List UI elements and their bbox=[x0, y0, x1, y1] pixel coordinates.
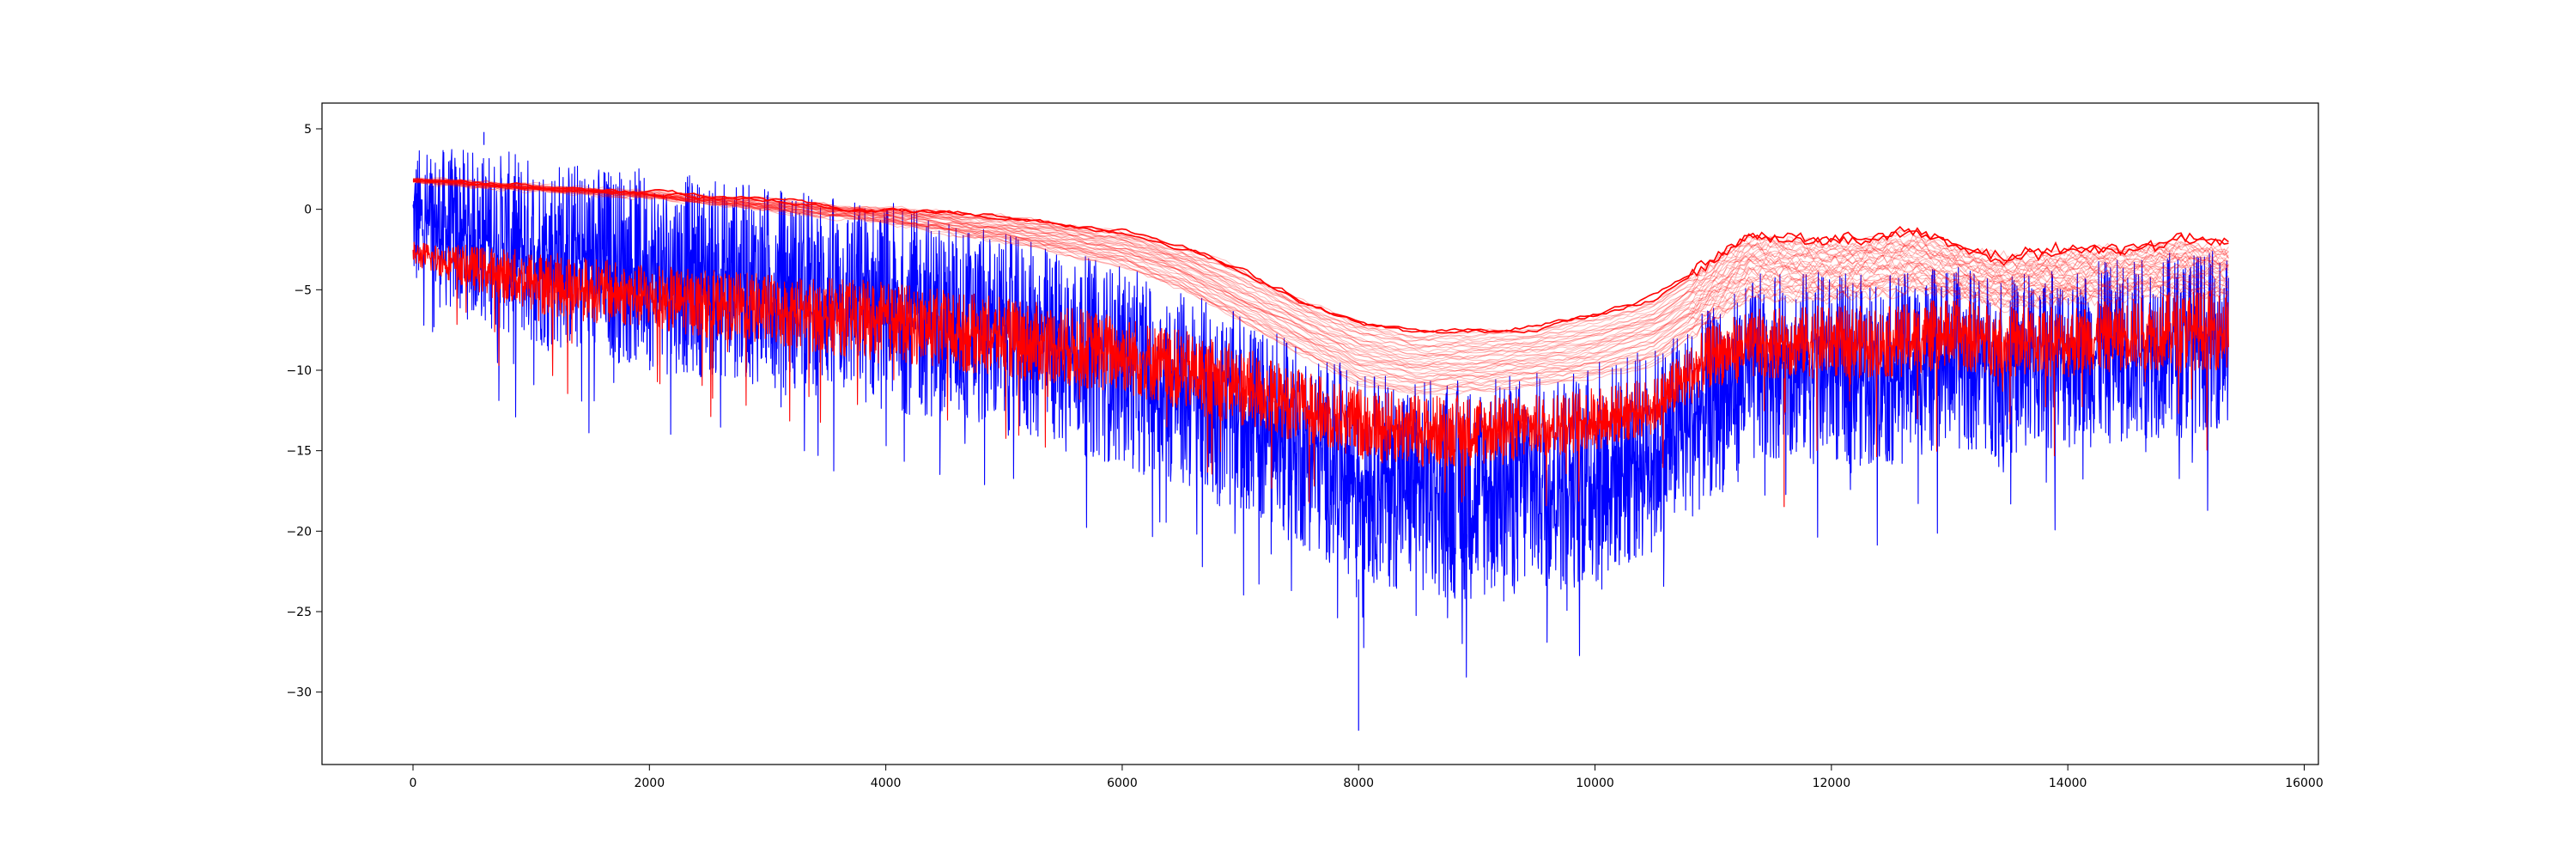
ensemble-member-line bbox=[412, 180, 2229, 356]
ensemble-member-line bbox=[412, 180, 2229, 338]
ensemble-member-line bbox=[412, 180, 2229, 349]
series-model-trace bbox=[412, 241, 2229, 507]
y-tick-label: 0 bbox=[304, 204, 312, 217]
ensemble-member-line bbox=[412, 178, 2229, 394]
ensemble-member-line bbox=[412, 177, 2229, 396]
ensemble-member-line bbox=[412, 179, 2229, 334]
series-model-ensemble bbox=[412, 176, 2229, 396]
x-tick-label: 2000 bbox=[634, 777, 665, 790]
ensemble-member-line bbox=[412, 178, 2229, 379]
ensemble-member-line bbox=[412, 180, 2229, 378]
ensemble-member-line bbox=[412, 179, 2229, 360]
y-tick-label: −15 bbox=[286, 445, 312, 459]
series-model bbox=[412, 241, 2229, 508]
ensemble-member-line bbox=[412, 176, 2229, 353]
ensemble-member-line bbox=[412, 180, 2229, 388]
x-tick-label: 0 bbox=[410, 777, 417, 790]
ensemble-member-line bbox=[412, 179, 2229, 390]
ensemble-member-line bbox=[412, 179, 2229, 358]
x-tick-label: 16000 bbox=[2285, 777, 2324, 790]
ensemble-member-line bbox=[412, 179, 2229, 344]
y-tick-label: −10 bbox=[286, 364, 312, 378]
x-axis: 0 2000 4000 6000 8000 10000 12000 14000 16000 bbox=[410, 765, 2324, 790]
ensemble-member-line bbox=[412, 179, 2229, 348]
x-tick-label: 12000 bbox=[1813, 777, 1851, 790]
y-tick-label: −5 bbox=[294, 283, 312, 297]
ensemble-member-line bbox=[412, 180, 2229, 367]
ensemble-member-line bbox=[412, 179, 2229, 384]
ensemble-member-line bbox=[412, 180, 2229, 349]
y-axis: 5 0 −5 −10 −15 −20 −25 −30 bbox=[286, 123, 322, 700]
ensemble-member-line bbox=[412, 179, 2229, 365]
ensemble-member-line bbox=[412, 179, 2229, 355]
ensemble-member-line bbox=[412, 179, 2229, 372]
ensemble-member-line bbox=[412, 178, 2229, 361]
ensemble-member-line bbox=[412, 179, 2229, 350]
ensemble-member-line bbox=[412, 179, 2229, 384]
y-tick-label: −25 bbox=[286, 606, 312, 619]
axes-frame bbox=[321, 102, 2319, 765]
series-observed-trace bbox=[412, 149, 2229, 678]
y-tick-label: −20 bbox=[286, 525, 312, 539]
ensemble-member-line bbox=[412, 178, 2229, 393]
ensemble-member-line bbox=[412, 180, 2229, 371]
ensemble-member-line bbox=[412, 179, 2229, 371]
x-tick-label: 6000 bbox=[1107, 777, 1138, 790]
ensemble-member-line bbox=[412, 178, 2229, 357]
x-tick-label: 14000 bbox=[2049, 777, 2087, 790]
ensemble-member-line bbox=[412, 177, 2229, 341]
ensemble-member-line bbox=[412, 180, 2229, 343]
y-tick-label: 5 bbox=[304, 123, 312, 137]
ensemble-member-line bbox=[412, 179, 2229, 364]
ensemble-member-line bbox=[412, 177, 2229, 339]
ensemble-member-line bbox=[412, 180, 2229, 393]
ensemble-member-line bbox=[412, 178, 2229, 376]
series-observed bbox=[412, 131, 2229, 731]
series-layer bbox=[412, 131, 2229, 731]
ensemble-member-line bbox=[412, 180, 2229, 383]
x-tick-label: 10000 bbox=[1576, 777, 1614, 790]
ensemble-member-line bbox=[412, 179, 2229, 388]
x-tick-label: 4000 bbox=[871, 777, 902, 790]
y-tick-label: −30 bbox=[286, 686, 312, 700]
x-tick-label: 8000 bbox=[1343, 777, 1374, 790]
ensemble-member-line bbox=[412, 178, 2229, 368]
ensemble-member-line bbox=[412, 180, 2229, 381]
ensemble-member-line bbox=[412, 179, 2229, 375]
